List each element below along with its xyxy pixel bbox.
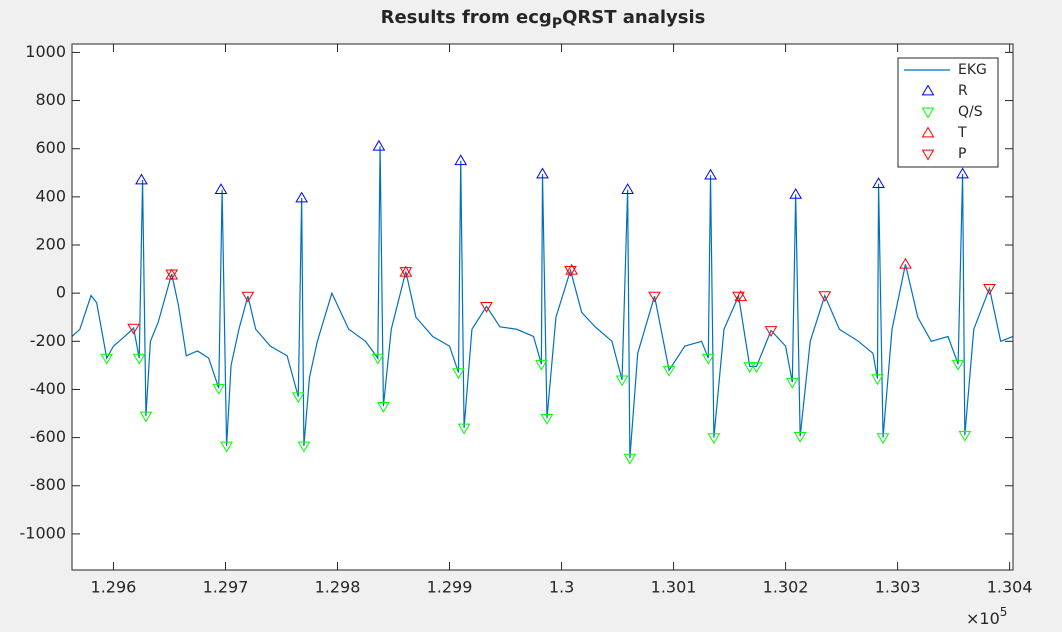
marker (100, 353, 114, 365)
marker (291, 392, 305, 404)
y-tick-label: 800 (35, 90, 66, 109)
x-multiplier: ×105 (966, 605, 1007, 628)
y-tick-label: -400 (30, 379, 66, 398)
legend-swatch (921, 107, 935, 119)
marker (734, 290, 748, 302)
marker (454, 154, 468, 166)
marker (127, 323, 140, 335)
marker (241, 291, 255, 303)
marker (372, 139, 386, 151)
legend-box (897, 57, 999, 168)
marker (212, 383, 226, 395)
marker (132, 353, 146, 365)
marker (956, 167, 969, 179)
x-tick-label: 1.297 (203, 578, 249, 597)
marker (540, 413, 554, 425)
x-tick-label: 1.301 (651, 578, 697, 597)
marker (615, 375, 629, 387)
marker (951, 359, 965, 371)
marker (535, 359, 548, 371)
marker (662, 365, 676, 377)
marker (377, 401, 390, 413)
x-tick-label: 1.3 (549, 578, 574, 597)
marker (707, 433, 721, 445)
x-tick-label: 1.298 (315, 578, 361, 597)
marker (295, 191, 309, 203)
x-tick-label: 1.304 (987, 578, 1033, 597)
x-tick-label: 1.303 (875, 578, 921, 597)
marker (732, 291, 745, 303)
x-tick-label: 1.302 (763, 578, 809, 597)
legend-label: T (957, 125, 967, 141)
y-tick-label: 400 (35, 186, 66, 205)
marker (371, 353, 385, 365)
title-subscript: P (552, 16, 562, 32)
marker (297, 441, 311, 453)
marker (648, 291, 661, 303)
marker (743, 362, 757, 374)
marker (983, 283, 996, 295)
multiplier: ×10 (966, 609, 1000, 628)
y-tick-label: 1000 (25, 42, 66, 61)
legend-label: EKG (958, 62, 987, 78)
y-tick-label: -1000 (20, 523, 67, 542)
marker (457, 423, 471, 435)
ekg-line (71, 146, 1014, 459)
marker (480, 302, 493, 313)
marker (764, 326, 778, 337)
marker (621, 183, 635, 194)
marker (564, 265, 577, 277)
legend-label: Q/S (958, 104, 983, 120)
marker (785, 377, 799, 389)
marker (704, 168, 717, 180)
y-tick-label: 200 (35, 235, 66, 254)
plot-area (72, 44, 1013, 570)
marker (701, 353, 715, 365)
marker (958, 430, 972, 442)
legend-label: R (958, 83, 968, 99)
axes-box (71, 43, 1014, 571)
legend-swatch (921, 149, 935, 161)
marker (899, 257, 912, 269)
marker (750, 362, 763, 374)
title-part: Results from ecg (381, 7, 552, 28)
marker (139, 411, 153, 423)
y-tick-label: 600 (35, 138, 66, 157)
marker (135, 173, 148, 185)
marker (876, 433, 890, 445)
marker (220, 441, 233, 453)
x-tick-label: 1.299 (427, 578, 473, 597)
marker (789, 187, 803, 199)
marker (399, 267, 413, 278)
marker (452, 368, 465, 380)
marker (165, 269, 179, 281)
title-part: QRST analysis (562, 7, 705, 28)
marker (872, 177, 885, 188)
legend-swatch (921, 126, 935, 138)
legend-label: P (958, 146, 966, 162)
x-tick-label: 1.296 (91, 578, 137, 597)
marker (214, 183, 228, 194)
y-tick-label: -800 (30, 475, 66, 494)
marker (623, 453, 637, 465)
marker (793, 432, 807, 443)
chart-title: Results from ecgPQRST analysis (381, 7, 706, 32)
y-tick-label: -200 (30, 331, 66, 350)
marker (818, 291, 832, 303)
marker (871, 374, 884, 386)
y-tick-label: -600 (30, 427, 66, 446)
legend-swatch (921, 84, 935, 96)
y-tick-label: 0 (56, 283, 66, 302)
marker (536, 167, 549, 179)
exponent: 5 (1000, 605, 1008, 619)
